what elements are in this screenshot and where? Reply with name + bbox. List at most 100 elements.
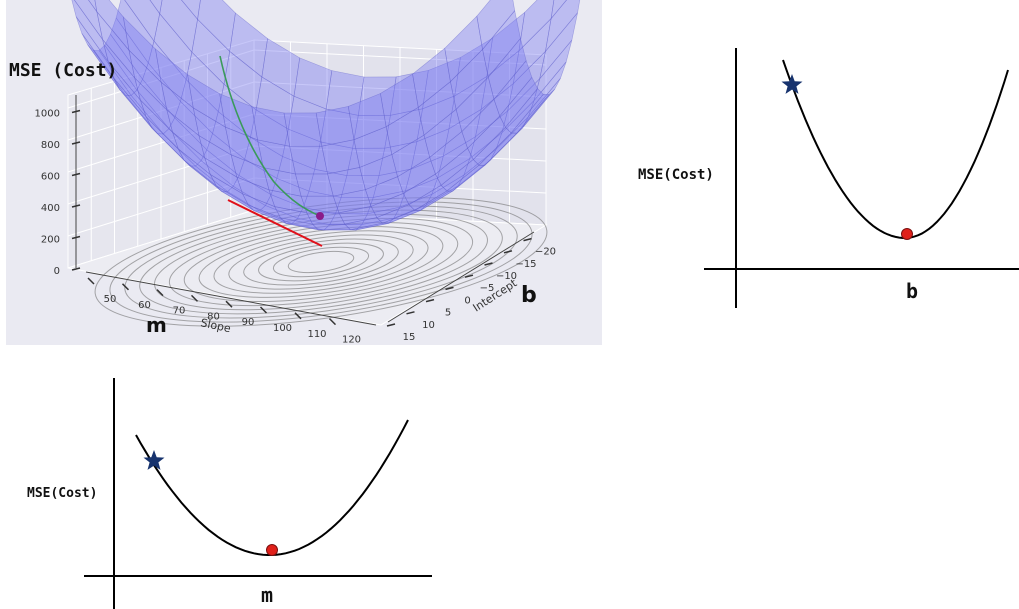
cost-vs-m-chart: MSE(Cost) m [27,378,432,609]
y-tick-mark [503,250,513,254]
surface-cell [416,95,456,143]
surface-cell [370,193,410,218]
slope-param-label: m [146,313,167,337]
contour-line [139,209,503,315]
surface-cell [412,47,451,108]
z-tick-label: 1000 [35,109,60,120]
surface-cell [283,112,323,147]
x-tick-label: 120 [342,335,361,345]
surface-cell [344,217,384,231]
surface-cell [149,0,163,15]
contour-line [272,246,370,278]
surface-cell [404,155,444,192]
surface-cell [181,0,201,21]
y-tick-mark [523,237,532,242]
surface-cell [194,160,234,193]
surface-cell [291,217,331,231]
surface-cell [142,62,181,119]
surface-cell [122,16,162,84]
surface-cell [487,37,527,100]
surface-cell [71,0,109,62]
surface-cell [180,78,219,135]
grid-line [67,145,255,205]
surface-cell [124,0,161,42]
surface-cell [490,116,529,161]
surface-cell [550,0,567,20]
surface-cell [174,100,213,151]
surface-cell [300,195,340,214]
surface-cell [104,33,143,91]
surface-cell [417,81,457,136]
surface-cell [230,154,270,191]
m-cost-curve [135,419,409,556]
z-tick-label: 200 [41,235,60,246]
surface-cell [209,173,250,206]
surface-cell [518,0,555,52]
surface-cell [382,210,421,224]
z-tick-mark [71,109,81,114]
surface-cell [507,50,546,112]
grid-line [67,113,255,173]
x-tick-label: 50 [104,294,117,305]
y-axis-ticks: 15 10 5 0 −5−10−15−20 [386,237,556,343]
z-tick-mark [71,172,81,177]
x-tick-label: 80 [207,311,220,322]
b-chart-ylabel: MSE(Cost) [638,167,714,183]
surface-cell [198,134,238,178]
back-pane-grid [67,41,547,261]
surface-cell [282,128,321,170]
z-tick-label: 800 [41,140,60,151]
x-tick-mark [190,294,199,302]
surface-cell [422,57,461,110]
surface-cell [528,61,567,118]
surface-cell [253,210,292,224]
surface-cell [204,157,244,195]
x-tick-mark [328,318,337,326]
surface-cell [408,184,448,211]
surface-cell [320,108,359,149]
surface-cell [482,10,521,78]
x-tick-mark [156,289,164,297]
surface-cell [241,193,282,219]
y-tick-label: −5 [480,283,495,294]
surface-cell [329,213,369,225]
surface-cell [461,98,501,149]
x-tick-mark [121,283,130,291]
surface-cell [262,167,302,197]
minimum-marker [316,212,324,220]
m-minimum-point [266,544,278,556]
surface-cell [232,175,272,206]
surface-cell [286,223,325,231]
surface-cell [315,106,355,147]
grid-line [67,81,255,141]
y-tick-label: 0 [464,295,470,306]
surface-cell [476,0,516,51]
surface-cell [302,190,342,215]
surface-cell [352,115,391,149]
surface-cell [314,141,353,176]
surface-cell [156,133,197,167]
y-tick-label: −20 [535,247,556,258]
surface-cell [423,108,463,158]
surface-cell [154,48,194,109]
y-tick-label: −10 [496,271,517,282]
surface-cell [250,109,289,157]
grid-line [67,177,255,237]
surface-cell [96,11,136,79]
surface-cell [166,109,206,159]
surface-cell [115,0,155,64]
surface-cell [338,206,378,225]
contour-line [228,234,414,290]
cost-surface [71,0,581,231]
grid-line [253,113,547,130]
surface-cell [533,39,573,101]
surface-cell [168,117,208,162]
y-tick-label: −15 [515,259,536,270]
b-start-star [781,74,803,94]
surface-cell [353,126,393,168]
surface-cell [134,76,174,134]
x-tick-label: 90 [242,317,255,328]
x-tick-label: 70 [173,306,186,317]
contour-line [287,250,355,274]
